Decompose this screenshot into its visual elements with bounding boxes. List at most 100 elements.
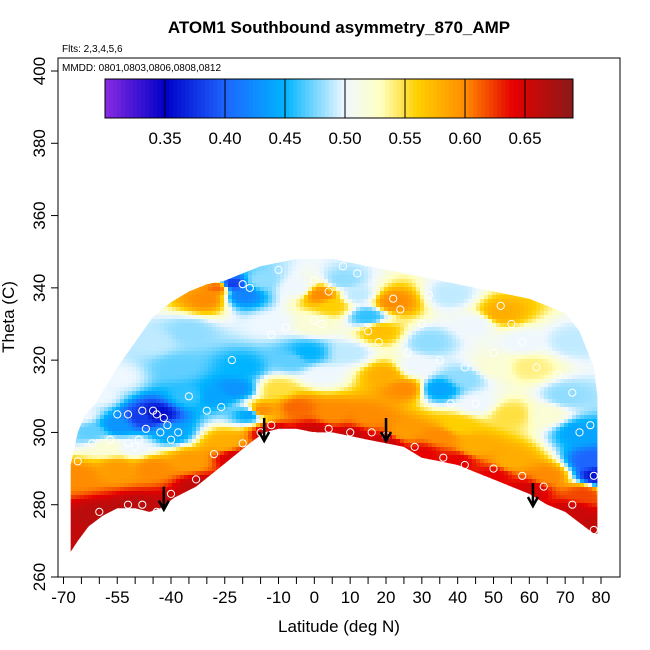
observation-circle	[184, 392, 193, 401]
colorbar-cell	[189, 79, 194, 118]
observation-circle	[292, 251, 301, 260]
colorbar-cell	[225, 79, 230, 118]
colorbar-cell	[217, 79, 222, 118]
colorbar-cell	[201, 79, 206, 118]
arrow-marker	[379, 417, 393, 444]
observation-circle	[507, 319, 516, 329]
observation-circle	[106, 435, 115, 444]
observation-circle	[123, 439, 133, 448]
colorbar-cell	[465, 79, 470, 118]
colorbar-cell	[385, 79, 390, 118]
colorbar-cell	[457, 79, 462, 118]
colorbar-cell	[489, 79, 494, 118]
observation-circle	[123, 410, 133, 419]
observation-circle	[310, 276, 319, 285]
observation-circle	[396, 305, 405, 314]
observation-circle	[310, 431, 319, 441]
colorbar-cell	[169, 79, 174, 118]
observation-circle	[73, 457, 82, 466]
x-tick-label: -10	[266, 588, 291, 607]
colorbar-cell	[129, 79, 134, 118]
colorbar-cell	[229, 79, 234, 118]
colorbar-cell	[533, 79, 538, 118]
colorbar-cell	[241, 79, 246, 118]
observation-circle	[374, 338, 383, 347]
colorbar-cell	[377, 79, 382, 118]
observation-circle	[217, 403, 226, 412]
colorbar-cell	[173, 79, 178, 118]
observation-circle	[568, 500, 577, 509]
colorbar-cell	[365, 79, 370, 118]
colorbar-cell	[205, 79, 210, 118]
colorbar-cell	[433, 79, 438, 118]
colorbar-cell	[153, 79, 158, 118]
observation-circle	[152, 410, 161, 419]
colorbar-cell	[333, 79, 338, 118]
observation-circle	[518, 471, 527, 480]
colorbar-cell	[325, 79, 330, 118]
observation-circle	[460, 460, 469, 470]
observation-circle	[410, 442, 419, 451]
x-tick-label: 0	[310, 588, 319, 607]
observation-circle	[88, 439, 97, 448]
colorbar-cell	[209, 79, 214, 118]
observation-circle	[435, 356, 444, 365]
observation-circle	[346, 428, 355, 437]
colorbar-cell	[553, 79, 558, 118]
y-tick-label: 360	[30, 201, 49, 229]
observation-points	[73, 251, 598, 535]
colorbar-cell	[505, 79, 510, 118]
colorbar-cell	[145, 79, 150, 118]
colorbar-cell	[261, 79, 266, 118]
observation-circle	[589, 525, 598, 535]
colorbar-cell	[265, 79, 270, 118]
colorbar-cell	[477, 79, 482, 118]
observation-circle	[532, 363, 541, 372]
observation-circle	[317, 319, 326, 329]
colorbar-cell	[257, 79, 262, 118]
colorbar-cell	[381, 79, 386, 118]
colorbar: 0.35 0.40 0.45 0.50 0.55 0.60 0.65	[104, 78, 574, 148]
colorbar-cell	[397, 79, 402, 118]
x-tick-label: 20	[377, 588, 396, 607]
colorbar-cell	[121, 79, 126, 118]
colorbar-cell	[393, 79, 398, 118]
observation-circle	[568, 388, 577, 397]
colorbar-cell	[509, 79, 514, 118]
x-tick-label: 30	[412, 588, 431, 607]
colorbar-cell	[473, 79, 478, 118]
colorbar-cell	[285, 79, 290, 118]
colorbar-cell	[469, 79, 474, 118]
observation-circle	[489, 464, 498, 473]
observation-circle	[367, 428, 376, 437]
observation-circle	[460, 363, 469, 372]
y-tick-label: 320	[30, 346, 49, 374]
x-tick-label: 40	[448, 588, 467, 607]
observation-circle	[471, 399, 480, 408]
colorbar-cell	[309, 79, 314, 118]
colorbar-cell	[137, 79, 142, 118]
colorbar-cell	[141, 79, 146, 118]
observation-circle	[131, 442, 140, 451]
colorbar-tick-label: 0.45	[268, 129, 301, 148]
colorbar-cell	[321, 79, 326, 118]
colorbar-cell	[565, 79, 570, 118]
colorbar-cell	[109, 79, 114, 118]
observation-circle	[123, 500, 133, 509]
x-tick-label: 60	[520, 588, 539, 607]
colorbar-cell	[529, 79, 534, 118]
observation-circle	[267, 421, 276, 430]
colorbar-cell	[289, 79, 294, 118]
observation-circle	[138, 406, 147, 415]
colorbar-tick-label: 0.65	[508, 129, 541, 148]
colorbar-cell	[133, 79, 138, 118]
colorbar-cell	[361, 79, 366, 118]
colorbar-tick-label: 0.35	[148, 129, 181, 148]
colorbar-cell	[149, 79, 154, 118]
x-tick-label: -70	[51, 588, 76, 607]
y-tick-label: 300	[30, 418, 49, 446]
observation-circle	[134, 435, 143, 444]
colorbar-cell	[249, 79, 254, 118]
colorbar-cell	[293, 79, 298, 118]
observation-circle	[113, 410, 122, 419]
